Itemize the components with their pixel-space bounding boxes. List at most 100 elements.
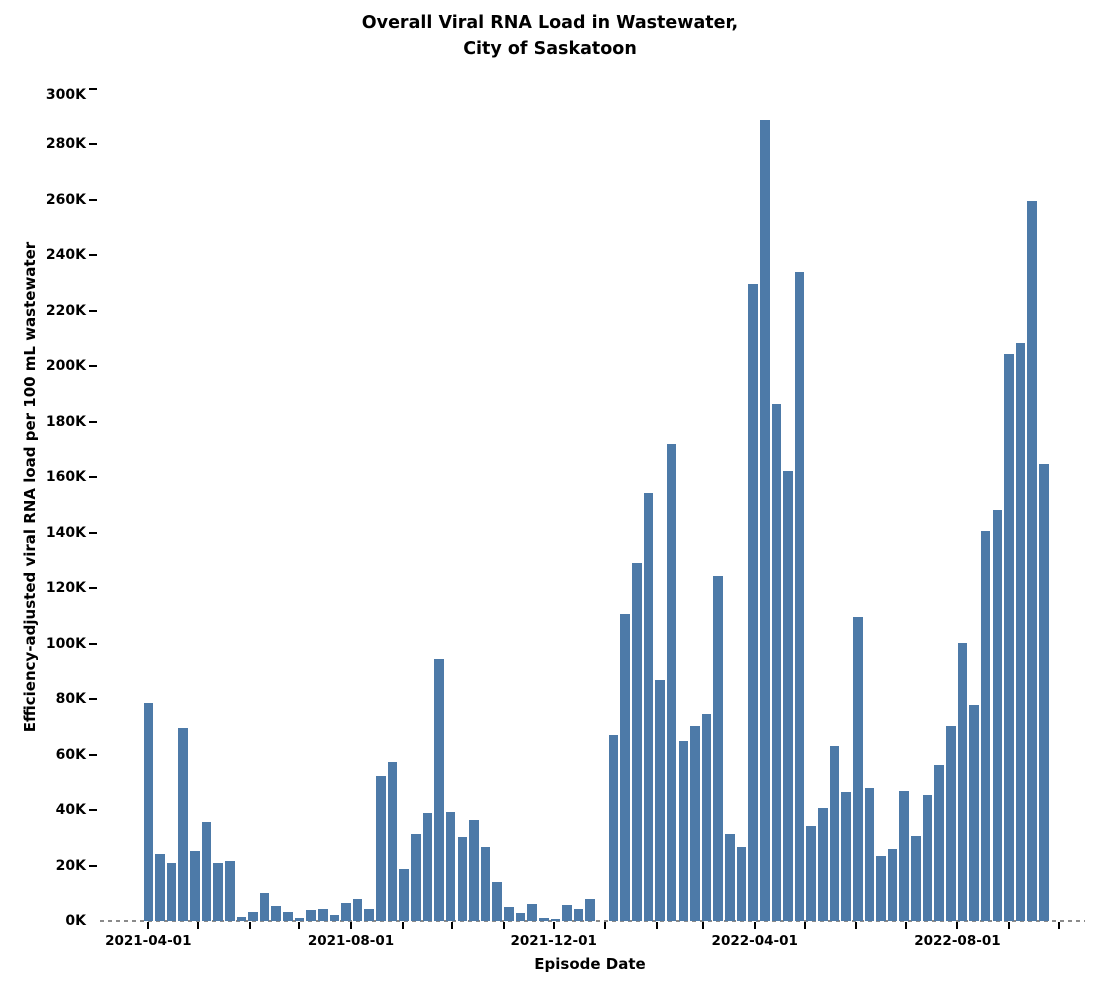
x-axis-label: Episode Date [534, 955, 646, 973]
x-tick-mark [298, 921, 301, 929]
bar [771, 404, 782, 921]
bar [794, 272, 805, 921]
bar [573, 909, 584, 921]
bar [887, 849, 898, 921]
bar [248, 912, 258, 921]
bar [201, 822, 212, 921]
bar [480, 847, 491, 921]
bar [690, 725, 700, 921]
x-tick-mark [604, 921, 607, 929]
bar [643, 492, 654, 921]
y-tick-mark [89, 254, 97, 256]
y-tick-mark [89, 365, 97, 367]
y-tick-mark [89, 420, 97, 423]
bar [434, 659, 444, 921]
y-tick-mark [89, 198, 97, 201]
bar [469, 820, 479, 921]
bar [306, 909, 316, 921]
bar [620, 613, 630, 921]
bar [899, 791, 910, 921]
bar [829, 746, 840, 921]
bar [1027, 200, 1037, 921]
bar [980, 530, 991, 921]
y-tick-mark [89, 87, 97, 90]
x-tick-mark [1007, 921, 1010, 929]
y-tick-mark [89, 698, 97, 700]
y-tick-mark [89, 809, 97, 811]
bar [492, 882, 502, 921]
bar [294, 917, 305, 921]
bar [538, 918, 549, 921]
bar [376, 775, 386, 921]
bar [504, 906, 514, 921]
x-tick-mark [401, 921, 404, 929]
bar [1015, 342, 1026, 921]
x-tick-mark [753, 921, 756, 929]
bar [608, 734, 619, 921]
bar [748, 284, 758, 921]
x-tick-mark [147, 921, 150, 929]
y-tick-label: 160K [45, 469, 86, 485]
bar [236, 916, 247, 921]
bar [759, 120, 770, 921]
x-tick-mark [956, 921, 959, 929]
x-tick-mark [803, 921, 806, 929]
bar [399, 868, 409, 921]
chart-title-line2: City of Saskatoon [463, 39, 637, 59]
bar [678, 740, 689, 921]
bar [876, 856, 886, 921]
y-tick-mark [89, 531, 97, 534]
y-tick-mark [89, 143, 97, 145]
x-tick-mark [904, 921, 907, 929]
y-tick-mark [89, 642, 97, 645]
bar [224, 860, 235, 921]
bar [259, 892, 270, 921]
bar [585, 898, 596, 921]
y-tick-mark [89, 476, 97, 478]
bar [666, 444, 677, 921]
x-tick-mark [552, 921, 555, 929]
bar [969, 705, 979, 921]
x-tick-mark [350, 921, 352, 929]
y-tick-label: 20K [55, 857, 86, 874]
bar [852, 617, 863, 921]
y-tick-label: 60K [55, 746, 86, 763]
x-tick-mark [702, 921, 705, 929]
y-tick-label: 0K [65, 913, 86, 929]
bar [155, 854, 165, 921]
bar [1004, 354, 1014, 921]
x-tick-label: 2022-04-01 [711, 933, 798, 949]
bar [422, 813, 433, 921]
bar [631, 563, 642, 921]
bar [713, 575, 723, 921]
bar [911, 836, 921, 921]
bar [725, 834, 735, 921]
bar [934, 765, 944, 921]
y-tick-label: 80K [55, 691, 86, 707]
bar [818, 807, 828, 921]
bar [271, 906, 282, 921]
bar [283, 911, 293, 921]
y-tick-label: 180K [45, 413, 86, 430]
y-tick-label: 200K [45, 358, 86, 374]
x-tick-label: 2021-12-01 [510, 933, 597, 949]
bar [655, 679, 665, 921]
x-tick-mark [855, 921, 858, 929]
x-tick-label: 2022-08-01 [914, 933, 1001, 949]
bar [329, 915, 340, 921]
bar [364, 909, 375, 921]
bar [946, 725, 956, 921]
x-tick-mark [655, 921, 658, 929]
bar [317, 909, 328, 921]
bar [515, 912, 526, 921]
bar [178, 727, 188, 921]
bar [352, 899, 363, 921]
bar [213, 863, 223, 921]
bar [445, 812, 456, 921]
bar [736, 846, 747, 921]
y-tick-mark [89, 864, 97, 867]
chart-title-line1: Overall Viral RNA Load in Wastewater, [361, 13, 739, 33]
y-tick-mark [89, 587, 97, 589]
y-tick-label: 240K [45, 247, 86, 263]
